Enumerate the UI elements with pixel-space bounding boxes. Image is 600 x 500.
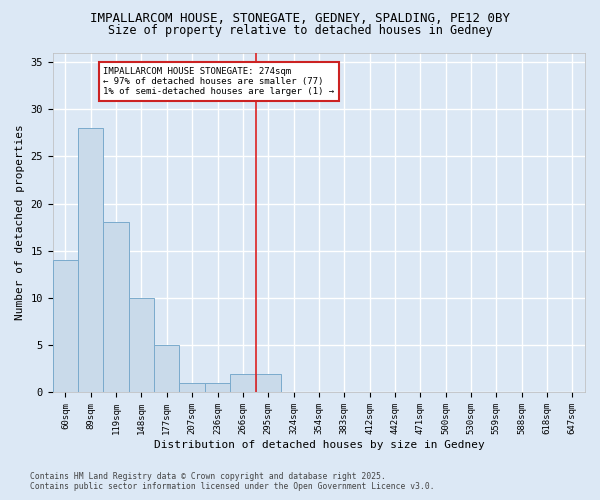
Bar: [103, 222, 129, 392]
Bar: [129, 298, 154, 392]
X-axis label: Distribution of detached houses by size in Gedney: Distribution of detached houses by size …: [154, 440, 484, 450]
Bar: [78, 128, 103, 392]
Bar: [256, 374, 281, 392]
Text: IMPALLARCOM HOUSE, STONEGATE, GEDNEY, SPALDING, PE12 0BY: IMPALLARCOM HOUSE, STONEGATE, GEDNEY, SP…: [90, 12, 510, 26]
Bar: [179, 383, 205, 392]
Text: IMPALLARCOM HOUSE STONEGATE: 274sqm
← 97% of detached houses are smaller (77)
1%: IMPALLARCOM HOUSE STONEGATE: 274sqm ← 97…: [103, 66, 335, 96]
Bar: [53, 260, 78, 392]
Bar: [230, 374, 256, 392]
Bar: [154, 346, 179, 393]
Text: Contains HM Land Registry data © Crown copyright and database right 2025.
Contai: Contains HM Land Registry data © Crown c…: [30, 472, 434, 491]
Bar: [205, 383, 230, 392]
Text: Size of property relative to detached houses in Gedney: Size of property relative to detached ho…: [107, 24, 493, 37]
Y-axis label: Number of detached properties: Number of detached properties: [15, 124, 25, 320]
